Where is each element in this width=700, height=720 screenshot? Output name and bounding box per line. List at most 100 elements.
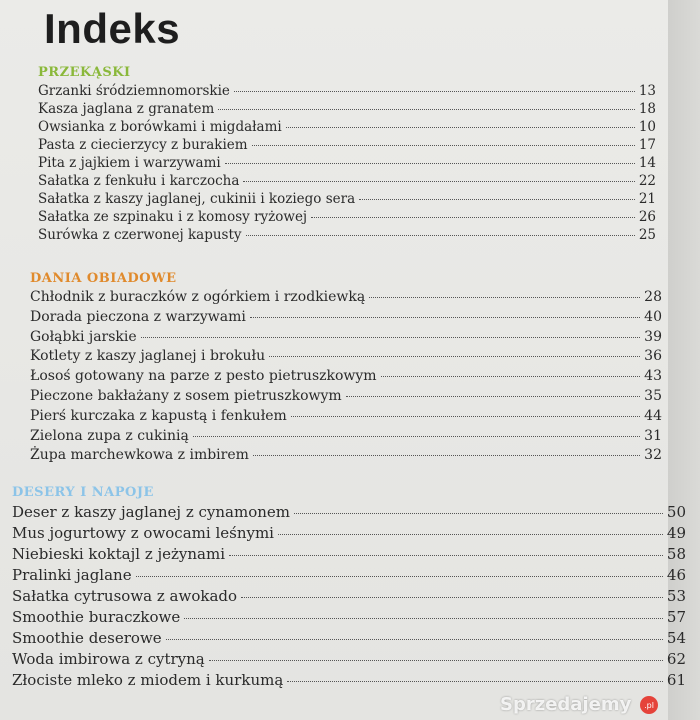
entry-page-number: 50 bbox=[666, 503, 686, 521]
dot-leader bbox=[224, 163, 635, 164]
entry-title: Sałatka z fenkułu i karczocha bbox=[38, 173, 240, 189]
index-entry: Pralinki jaglane 46 bbox=[12, 565, 686, 586]
entry-title: Chłodnik z buraczków z ogórkiem i rzodki… bbox=[30, 289, 366, 305]
dot-leader bbox=[245, 235, 635, 236]
entry-title: Pieczone bakłażany z sosem pietruszkowym bbox=[30, 387, 342, 404]
watermark-badge: .pl bbox=[640, 696, 658, 714]
entry-title: Pralinki jaglane bbox=[12, 566, 132, 584]
dot-leader bbox=[218, 109, 635, 110]
index-entry: Kasza jaglana z granatem 18 bbox=[38, 100, 656, 118]
index-entry: Pasta z ciecierzycy z burakiem 17 bbox=[38, 136, 656, 154]
index-entry: Owsianka z borówkami i migdałami 10 bbox=[38, 118, 656, 136]
dot-leader bbox=[249, 316, 641, 318]
dot-leader bbox=[135, 576, 663, 577]
entry-title: Sałatka cytrusowa z awokado bbox=[12, 587, 238, 605]
entry-page-number: 31 bbox=[644, 427, 662, 444]
index-entry: Zielona zupa z cukinią 31 bbox=[30, 427, 662, 447]
page-title: Indeks bbox=[44, 5, 181, 52]
entry-page-number: 22 bbox=[638, 173, 656, 189]
dot-leader bbox=[369, 297, 641, 298]
entry-page-number: 28 bbox=[644, 289, 662, 305]
entry-page-number: 35 bbox=[644, 387, 662, 404]
entry-title: Pierś kurczaka z kapustą i fenkułem bbox=[30, 407, 287, 424]
entry-title: Pita z jajkiem i warzywami bbox=[38, 155, 221, 171]
index-entry: Smoothie buraczkowe 57 bbox=[12, 607, 686, 628]
dot-leader bbox=[140, 336, 641, 338]
entry-title: Deser z kaszy jaglanej z cynamonem bbox=[12, 503, 291, 521]
dot-leader bbox=[165, 639, 663, 640]
entry-page-number: 18 bbox=[638, 101, 656, 117]
entry-title: Owsianka z borówkami i migdałami bbox=[38, 119, 282, 135]
index-entry: Gołąbki jarskie 39 bbox=[30, 328, 662, 348]
entry-title: Niebieski koktajl z jeżynami bbox=[12, 545, 226, 563]
dot-leader bbox=[251, 145, 635, 146]
entry-title: Dorada pieczona z warzywami bbox=[30, 308, 246, 325]
dot-leader bbox=[290, 415, 641, 417]
entry-title: Żupa marchewkowa z imbirem bbox=[30, 447, 249, 464]
dot-leader bbox=[294, 513, 663, 514]
index-page bbox=[0, 0, 668, 720]
entry-title: Woda imbirowa z cytryną bbox=[12, 650, 205, 668]
entry-page-number: 32 bbox=[644, 447, 662, 464]
dot-leader bbox=[277, 534, 663, 535]
entry-title: Pasta z ciecierzycy z burakiem bbox=[38, 137, 248, 153]
dot-leader bbox=[285, 127, 635, 128]
index-entry: Chłodnik z buraczków z ogórkiem i rzodki… bbox=[30, 288, 662, 308]
index-entry: Kotlety z kaszy jaglanej i brokułu 36 bbox=[30, 347, 662, 367]
page-edge bbox=[668, 0, 700, 720]
entry-title: Smoothie deserowe bbox=[12, 629, 162, 647]
entry-page-number: 10 bbox=[638, 119, 656, 135]
section-dania-obiadowe: DANIA OBIADOWE Chłodnik z buraczków z og… bbox=[30, 270, 662, 466]
entry-title: Złociste mleko z miodem i kurkumą bbox=[12, 671, 284, 689]
index-entry: Złociste mleko z miodem i kurkumą 61 bbox=[12, 670, 686, 691]
section-desery-i-napoje: DESERY I NAPOJE Deser z kaszy jaglanej z… bbox=[12, 484, 686, 691]
entry-page-number: 36 bbox=[644, 348, 662, 365]
section-heading: DANIA OBIADOWE bbox=[30, 271, 177, 286]
entry-title: Zielona zupa z cukinią bbox=[30, 427, 189, 444]
dot-leader bbox=[192, 435, 641, 437]
entry-page-number: 39 bbox=[644, 328, 662, 345]
entry-page-number: 57 bbox=[666, 608, 686, 626]
index-entry: Sałatka z kaszy jaglanej, cukinii i kozi… bbox=[38, 190, 656, 208]
entry-title: Grzanki śródziemnomorskie bbox=[38, 83, 230, 99]
entry-page-number: 49 bbox=[666, 524, 686, 542]
entry-title: Smoothie buraczkowe bbox=[12, 608, 181, 626]
entry-page-number: 54 bbox=[666, 629, 686, 647]
index-entry: Smoothie deserowe 54 bbox=[12, 628, 686, 649]
dot-leader bbox=[380, 376, 641, 378]
entry-page-number: 58 bbox=[666, 545, 686, 563]
index-entry: Łosoś gotowany na parze z pesto pietrusz… bbox=[30, 367, 662, 387]
entry-title: Mus jogurtowy z owocami leśnymi bbox=[12, 524, 274, 542]
entry-title: Sałatka ze szpinaku i z komosy ryżowej bbox=[38, 209, 308, 225]
section-przekaski: PRZEKĄSKI Grzanki śródziemnomorskie 13 Kas… bbox=[38, 64, 656, 244]
entry-title: Kasza jaglana z granatem bbox=[38, 101, 215, 117]
index-entry: Surówka z czerwonej kapusty 25 bbox=[38, 226, 656, 244]
dot-leader bbox=[229, 555, 663, 556]
entry-page-number: 13 bbox=[638, 83, 656, 99]
index-entry: Sałatka ze szpinaku i z komosy ryżowej 26 bbox=[38, 208, 656, 226]
entry-title: Kotlety z kaszy jaglanej i brokułu bbox=[30, 348, 266, 365]
entry-title: Sałatka z kaszy jaglanej, cukinii i kozi… bbox=[38, 191, 356, 207]
entry-page-number: 14 bbox=[638, 155, 656, 171]
dot-leader bbox=[208, 660, 663, 661]
watermark-logo: Sprzedajemy bbox=[500, 694, 632, 715]
section-heading: DESERY I NAPOJE bbox=[12, 485, 154, 500]
dot-leader bbox=[252, 455, 641, 457]
entry-page-number: 26 bbox=[638, 209, 656, 225]
entry-page-number: 62 bbox=[666, 650, 686, 668]
entry-page-number: 43 bbox=[644, 368, 662, 385]
index-entry: Żupa marchewkowa z imbirem 32 bbox=[30, 446, 662, 466]
index-entry: Deser z kaszy jaglanej z cynamonem 50 bbox=[12, 502, 686, 523]
index-entry: Grzanki śródziemnomorskie 13 bbox=[38, 82, 656, 100]
dot-leader bbox=[311, 217, 635, 218]
index-entry: Woda imbirowa z cytryną 62 bbox=[12, 649, 686, 670]
dot-leader bbox=[241, 597, 663, 598]
index-entry: Pieczone bakłażany z sosem pietruszkowym… bbox=[30, 387, 662, 407]
entry-page-number: 46 bbox=[666, 566, 686, 584]
entry-page-number: 61 bbox=[666, 671, 686, 689]
dot-leader bbox=[269, 356, 641, 358]
index-entry: Pierś kurczaka z kapustą i fenkułem 44 bbox=[30, 407, 662, 427]
dot-leader bbox=[233, 91, 635, 92]
index-entry: Sałatka cytrusowa z awokado 53 bbox=[12, 586, 686, 607]
dot-leader bbox=[243, 181, 635, 182]
